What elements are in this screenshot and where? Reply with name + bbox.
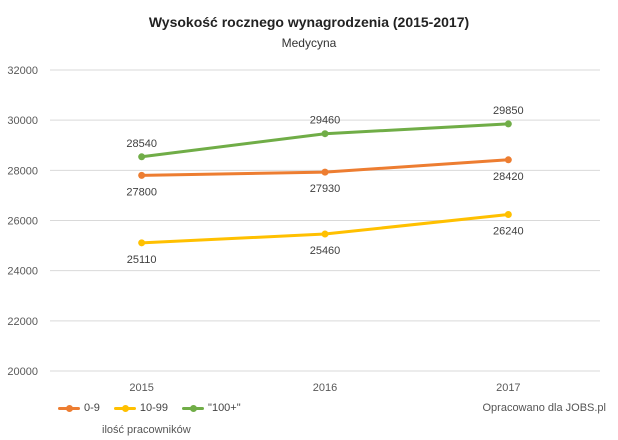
- grid-lines: [50, 69, 600, 372]
- y-tick-label: 22000: [7, 316, 38, 328]
- y-tick-label: 30000: [7, 115, 38, 127]
- series-line-2: [140, 122, 510, 159]
- y-tick-label: 26000: [7, 216, 38, 228]
- data-label: 26240: [493, 225, 524, 237]
- legend-swatch: [58, 403, 80, 413]
- y-tick-label: 32000: [7, 65, 38, 77]
- x-tick-labels: 2015 2016 2017: [129, 382, 520, 394]
- legend-label: 10-99: [139, 402, 169, 414]
- data-label: 25110: [127, 254, 157, 266]
- data-labels: 27800 27930 28420 25110 25460 26240 28540 29460…: [126, 105, 523, 266]
- y-tick-label: 24000: [7, 266, 38, 278]
- y-tick-label: 20000: [7, 366, 38, 378]
- data-label: 25460: [310, 245, 341, 257]
- data-point: [138, 239, 146, 247]
- y-tick-label: 28000: [7, 165, 38, 177]
- data-label: 28540: [126, 138, 157, 150]
- legend-swatch: [113, 403, 136, 413]
- source-note: Opracowano dla JOBS.pl: [482, 402, 606, 414]
- x-tick-label: 2017: [496, 382, 520, 394]
- legend-swatch: [182, 403, 205, 413]
- y-tick-labels: 20000 22000 24000 26000 28000 30000 32000: [7, 65, 38, 378]
- data-point: [321, 130, 329, 138]
- series-lines: [138, 120, 512, 247]
- data-point: [321, 168, 329, 176]
- data-label: 28420: [493, 171, 524, 183]
- data-point: [321, 230, 329, 238]
- legend-item-0-9[interactable]: 0-9: [58, 402, 100, 414]
- x-tick-label: 2015: [129, 382, 153, 394]
- chart-subtitle: Medycyna: [281, 36, 337, 50]
- series-line-1: [140, 212, 510, 245]
- x-tick-label: 2016: [313, 382, 337, 394]
- data-point: [138, 153, 146, 161]
- data-point: [504, 156, 512, 164]
- legend-label: 0-9: [84, 402, 100, 414]
- legend: 0-9 10-99 "100+": [58, 402, 255, 414]
- legend-label: "100+": [208, 402, 241, 414]
- data-point: [504, 120, 512, 128]
- data-label: 27800: [126, 186, 157, 198]
- chart-title: Wysokość rocznego wynagrodzenia (2015-20…: [148, 14, 470, 30]
- legend-item-100-plus[interactable]: "100+": [182, 402, 241, 414]
- line-chart: 20000 22000 24000 26000 28000 30000 32000 2015…: [7, 65, 600, 394]
- data-label: 29850: [493, 105, 524, 117]
- data-label: 29460: [310, 115, 341, 127]
- data-point: [138, 171, 146, 179]
- data-point: [504, 210, 512, 218]
- legend-title: ilość pracowników: [102, 424, 191, 436]
- data-label: 27930: [310, 183, 341, 195]
- legend-item-10-99[interactable]: 10-99: [113, 402, 169, 414]
